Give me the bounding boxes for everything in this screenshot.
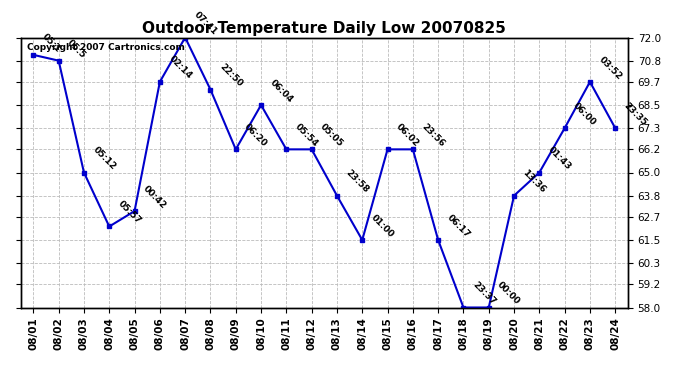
Text: 00:00: 00:00 bbox=[495, 280, 522, 307]
Text: 05:1: 05:1 bbox=[40, 32, 62, 54]
Text: 05:5: 05:5 bbox=[66, 38, 88, 60]
Text: 01:00: 01:00 bbox=[369, 213, 395, 239]
Text: 23:35: 23:35 bbox=[622, 101, 649, 128]
Text: 22:50: 22:50 bbox=[217, 62, 244, 89]
Text: 23:58: 23:58 bbox=[344, 168, 371, 195]
Text: 05:05: 05:05 bbox=[319, 122, 345, 148]
Text: 07:41: 07:41 bbox=[192, 10, 219, 37]
Text: 23:56: 23:56 bbox=[420, 122, 446, 148]
Text: 05:12: 05:12 bbox=[91, 145, 117, 172]
Text: 01:43: 01:43 bbox=[546, 145, 573, 172]
Text: 03:52: 03:52 bbox=[597, 55, 623, 81]
Text: 00:42: 00:42 bbox=[141, 184, 168, 210]
Title: Outdoor Temperature Daily Low 20070825: Outdoor Temperature Daily Low 20070825 bbox=[142, 21, 506, 36]
Text: 13:36: 13:36 bbox=[521, 168, 548, 195]
Text: 06:04: 06:04 bbox=[268, 78, 295, 104]
Text: 06:02: 06:02 bbox=[395, 122, 421, 148]
Text: 05:57: 05:57 bbox=[116, 199, 143, 226]
Text: 06:00: 06:00 bbox=[571, 101, 598, 128]
Text: 23:37: 23:37 bbox=[471, 280, 497, 307]
Text: 06:17: 06:17 bbox=[445, 213, 472, 239]
Text: 02:14: 02:14 bbox=[167, 54, 193, 81]
Text: 06:20: 06:20 bbox=[243, 122, 269, 148]
Text: 05:54: 05:54 bbox=[293, 122, 320, 148]
Text: Copyright 2007 Cartronics.com: Copyright 2007 Cartronics.com bbox=[27, 43, 185, 52]
